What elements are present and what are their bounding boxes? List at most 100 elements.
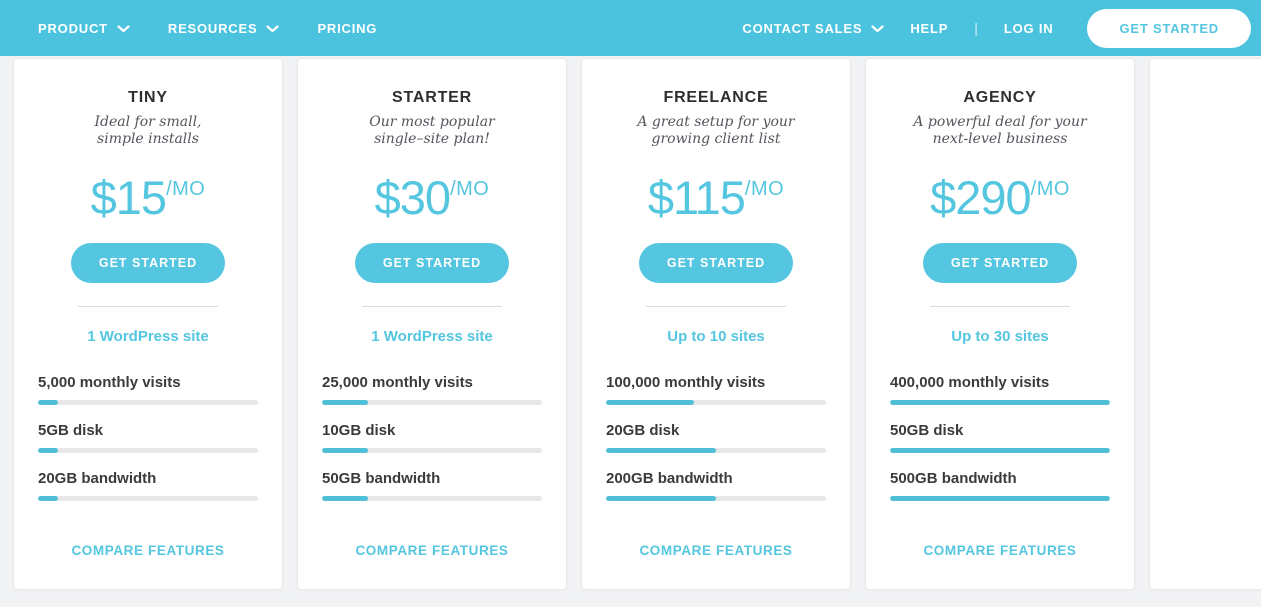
feature-row: 50GB bandwidth <box>322 470 542 502</box>
chevron-down-icon <box>871 25 884 33</box>
usage-bar <box>38 400 258 406</box>
feature-label: 20GB disk <box>606 422 680 440</box>
price-amount: $15 <box>90 170 167 224</box>
top-nav: PRODUCT RESOURCES PRICING CONTACT SALES … <box>0 0 1261 56</box>
get-started-button[interactable]: GET STARTED <box>922 243 1078 284</box>
chevron-down-icon <box>266 25 280 33</box>
usage-bar-fill <box>322 400 369 406</box>
plan-name: AGENCY <box>963 89 1037 106</box>
usage-bar <box>890 496 1110 502</box>
feature-row: 25,000 monthly visits <box>322 374 542 406</box>
tagline-line: single–site plan! <box>374 130 490 147</box>
usage-bar <box>38 448 258 454</box>
nav-item-label: RESOURCES <box>167 20 258 36</box>
nav-item-label: HELP <box>910 20 949 36</box>
usage-bar-fill <box>38 400 58 406</box>
pricing-card-freelance: FREELANCE A great setup for your growing… <box>581 58 851 590</box>
nav-right-group: CONTACT SALES HELP | LOG IN GET STARTED <box>742 8 1251 48</box>
usage-bar-fill <box>606 400 694 406</box>
tagline-line: Ideal for small, <box>94 114 202 130</box>
usage-bar-fill <box>890 448 1110 454</box>
tagline-line: next-level business <box>932 130 1068 147</box>
plan-tagline: A great setup for your growing client li… <box>582 114 850 148</box>
features-list: 400,000 monthly visits 50GB disk 500GB b… <box>866 374 1134 502</box>
tagline-line: A great setup for your <box>637 114 795 130</box>
nav-item-help[interactable]: HELP <box>910 21 948 36</box>
nav-item-label: PRODUCT <box>38 20 108 36</box>
price-period: /MO <box>1030 177 1070 200</box>
usage-bar <box>606 400 826 406</box>
tagline-line: simple installs <box>97 130 199 147</box>
price-amount: $115 <box>647 170 746 224</box>
get-started-button[interactable]: GET STARTED <box>1087 8 1251 48</box>
usage-bar-fill <box>890 496 1110 502</box>
plan-price: $115 /MO <box>582 170 850 224</box>
divider <box>646 306 786 308</box>
compare-features-link[interactable]: COMPARE FEATURES <box>639 543 793 559</box>
usage-bar <box>606 496 826 502</box>
feature-label: 100,000 monthly visits <box>606 374 766 392</box>
features-list: 100,000 monthly visits 20GB disk 200GB b… <box>582 374 850 502</box>
plan-tagline: Our most popular single–site plan! <box>298 114 566 148</box>
usage-bar-fill <box>606 448 716 454</box>
usage-bar-fill <box>890 400 1110 406</box>
plan-tagline: A powerful deal for your next-level busi… <box>866 114 1134 148</box>
price-period: /MO <box>450 177 490 200</box>
feature-label: 10GB disk <box>322 422 396 440</box>
nav-item-product[interactable]: PRODUCT <box>38 21 130 36</box>
sites-allowance: Up to 10 sites <box>667 328 765 346</box>
feature-row: 400,000 monthly visits <box>890 374 1110 406</box>
nav-divider: | <box>974 20 978 36</box>
usage-bar <box>890 448 1110 454</box>
price-period: /MO <box>166 177 206 200</box>
feature-label: 5,000 monthly visits <box>38 374 181 392</box>
usage-bar-fill <box>38 448 58 454</box>
plan-price: $30 /MO <box>298 171 566 224</box>
usage-bar <box>322 496 542 502</box>
divider <box>930 306 1070 308</box>
pricing-card-agency: AGENCY A powerful deal for your next-lev… <box>865 58 1135 590</box>
compare-features-link[interactable]: COMPARE FEATURES <box>355 543 509 559</box>
nav-item-label: CONTACT SALES <box>742 20 863 36</box>
divider <box>362 306 502 308</box>
feature-row: 10GB disk <box>322 422 542 454</box>
usage-bar <box>322 400 542 406</box>
feature-row: 500GB bandwidth <box>890 470 1110 502</box>
usage-bar-fill <box>322 496 369 502</box>
get-started-button[interactable]: GET STARTED <box>354 243 510 284</box>
usage-bar-fill <box>38 496 58 502</box>
plan-name: STARTER <box>392 89 472 106</box>
get-started-button[interactable]: GET STARTED <box>638 243 794 284</box>
usage-bar <box>38 496 258 502</box>
compare-features-link[interactable]: COMPARE FEATURES <box>71 543 225 559</box>
get-started-button[interactable]: GET STARTED <box>70 243 226 284</box>
nav-item-login[interactable]: LOG IN <box>1004 21 1054 36</box>
usage-bar-fill <box>606 496 716 502</box>
feature-label: 50GB bandwidth <box>322 470 441 488</box>
feature-row: 5,000 monthly visits <box>38 374 258 406</box>
feature-label: 25,000 monthly visits <box>322 374 473 392</box>
sites-allowance: 1 WordPress site <box>371 328 493 346</box>
tagline-line: A powerful deal for your <box>913 114 1087 130</box>
pricing-card-tiny: TINY Ideal for small, simple installs $1… <box>13 58 283 590</box>
price-period: /MO <box>744 177 785 200</box>
features-list: 25,000 monthly visits 10GB disk 50GB ban… <box>298 374 566 502</box>
nav-left-group: PRODUCT RESOURCES PRICING <box>38 21 377 36</box>
feature-label: 20GB bandwidth <box>38 470 157 488</box>
usage-bar <box>890 400 1110 406</box>
feature-row: 200GB bandwidth <box>606 470 826 502</box>
feature-label: 500GB bandwidth <box>890 470 1017 488</box>
divider <box>78 306 218 308</box>
sites-allowance: Up to 30 sites <box>951 328 1049 346</box>
price-amount: $290 <box>930 170 1032 224</box>
plan-tagline: Ideal for small, simple installs <box>14 114 282 148</box>
compare-features-link[interactable]: COMPARE FEATURES <box>923 543 1077 559</box>
usage-bar-fill <box>322 448 369 454</box>
nav-item-contact-sales[interactable]: CONTACT SALES <box>742 21 884 36</box>
feature-label: 200GB bandwidth <box>606 470 733 488</box>
nav-item-resources[interactable]: RESOURCES <box>168 21 280 36</box>
feature-label: 400,000 monthly visits <box>890 374 1050 392</box>
plan-price: $15 /MO <box>14 170 282 224</box>
nav-item-pricing[interactable]: PRICING <box>317 21 377 36</box>
feature-row: 100,000 monthly visits <box>606 374 826 406</box>
